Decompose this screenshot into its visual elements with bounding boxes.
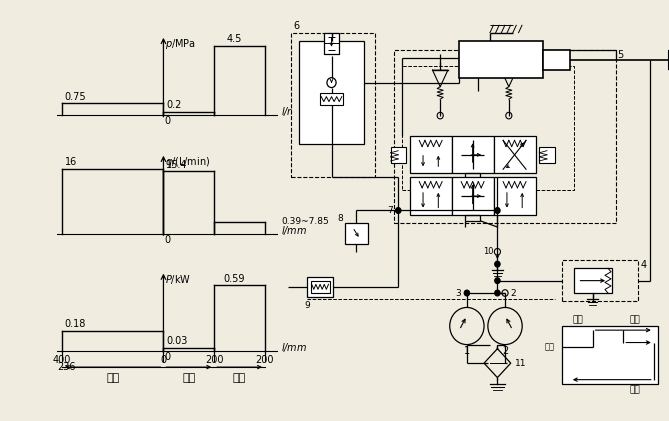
Text: 0.75: 0.75 <box>64 92 86 102</box>
Bar <box>409 178 452 215</box>
Text: 工进: 工进 <box>233 373 246 384</box>
Circle shape <box>495 208 500 213</box>
Bar <box>452 178 494 215</box>
Circle shape <box>495 290 500 296</box>
Bar <box>299 41 364 144</box>
Text: 0.03: 0.03 <box>166 336 187 346</box>
Text: 10: 10 <box>483 247 494 256</box>
Bar <box>562 260 638 301</box>
Bar <box>391 147 406 163</box>
Bar <box>459 41 543 78</box>
Text: 11: 11 <box>514 359 526 368</box>
Text: 快退: 快退 <box>630 386 640 394</box>
Circle shape <box>464 290 470 296</box>
Text: 快进: 快进 <box>182 373 195 384</box>
Bar <box>307 277 333 297</box>
Text: 0.59: 0.59 <box>223 274 246 284</box>
Text: 0: 0 <box>165 235 171 245</box>
Text: 工进: 工进 <box>630 315 640 324</box>
Text: 7: 7 <box>387 206 393 215</box>
Text: 236: 236 <box>57 362 76 372</box>
Text: 快退: 快退 <box>106 373 119 384</box>
Bar <box>395 50 615 223</box>
Circle shape <box>395 208 401 213</box>
Bar <box>402 66 574 190</box>
Text: 8: 8 <box>337 214 343 223</box>
Bar <box>324 33 339 54</box>
Text: $l$/mm: $l$/mm <box>282 105 308 118</box>
Text: 0: 0 <box>165 352 171 362</box>
Circle shape <box>495 261 500 267</box>
Text: 0: 0 <box>161 355 167 365</box>
Text: 快进: 快进 <box>572 315 583 324</box>
Bar <box>574 268 612 293</box>
Text: 5: 5 <box>617 50 624 60</box>
Text: 2: 2 <box>510 288 516 298</box>
Bar <box>345 223 368 243</box>
Text: 1: 1 <box>464 346 470 356</box>
Text: 0: 0 <box>165 116 171 126</box>
Text: $l$/mm: $l$/mm <box>282 341 308 354</box>
Text: $p$/MPa: $p$/MPa <box>165 37 195 51</box>
Text: 3: 3 <box>456 288 461 298</box>
Text: 4.5: 4.5 <box>227 34 242 44</box>
Text: 停止: 停止 <box>545 342 555 351</box>
Circle shape <box>495 278 500 283</box>
Bar <box>494 178 535 215</box>
Text: $q$/(L/min): $q$/(L/min) <box>165 155 210 169</box>
Bar <box>452 136 494 173</box>
Text: 16: 16 <box>64 157 77 168</box>
Text: 0.18: 0.18 <box>64 320 86 329</box>
Bar <box>292 33 375 178</box>
Text: $P$/kW: $P$/kW <box>165 273 191 286</box>
Text: $l$/mm: $l$/mm <box>282 224 308 237</box>
Bar <box>494 136 535 173</box>
Bar <box>320 93 343 105</box>
Text: 200: 200 <box>205 355 223 365</box>
Text: 9: 9 <box>305 301 310 310</box>
Text: 2: 2 <box>502 346 508 356</box>
Bar <box>562 326 658 384</box>
Bar <box>409 136 452 173</box>
Text: 6: 6 <box>294 21 300 31</box>
Text: 200: 200 <box>256 355 274 365</box>
Text: 4: 4 <box>640 260 646 270</box>
Bar <box>310 281 330 293</box>
Bar <box>543 50 570 70</box>
Text: 400: 400 <box>53 355 71 365</box>
Text: 0.39~7.85: 0.39~7.85 <box>282 217 329 226</box>
Bar <box>539 147 555 163</box>
Text: 0.2: 0.2 <box>166 100 181 110</box>
Text: 15.4: 15.4 <box>166 160 187 170</box>
